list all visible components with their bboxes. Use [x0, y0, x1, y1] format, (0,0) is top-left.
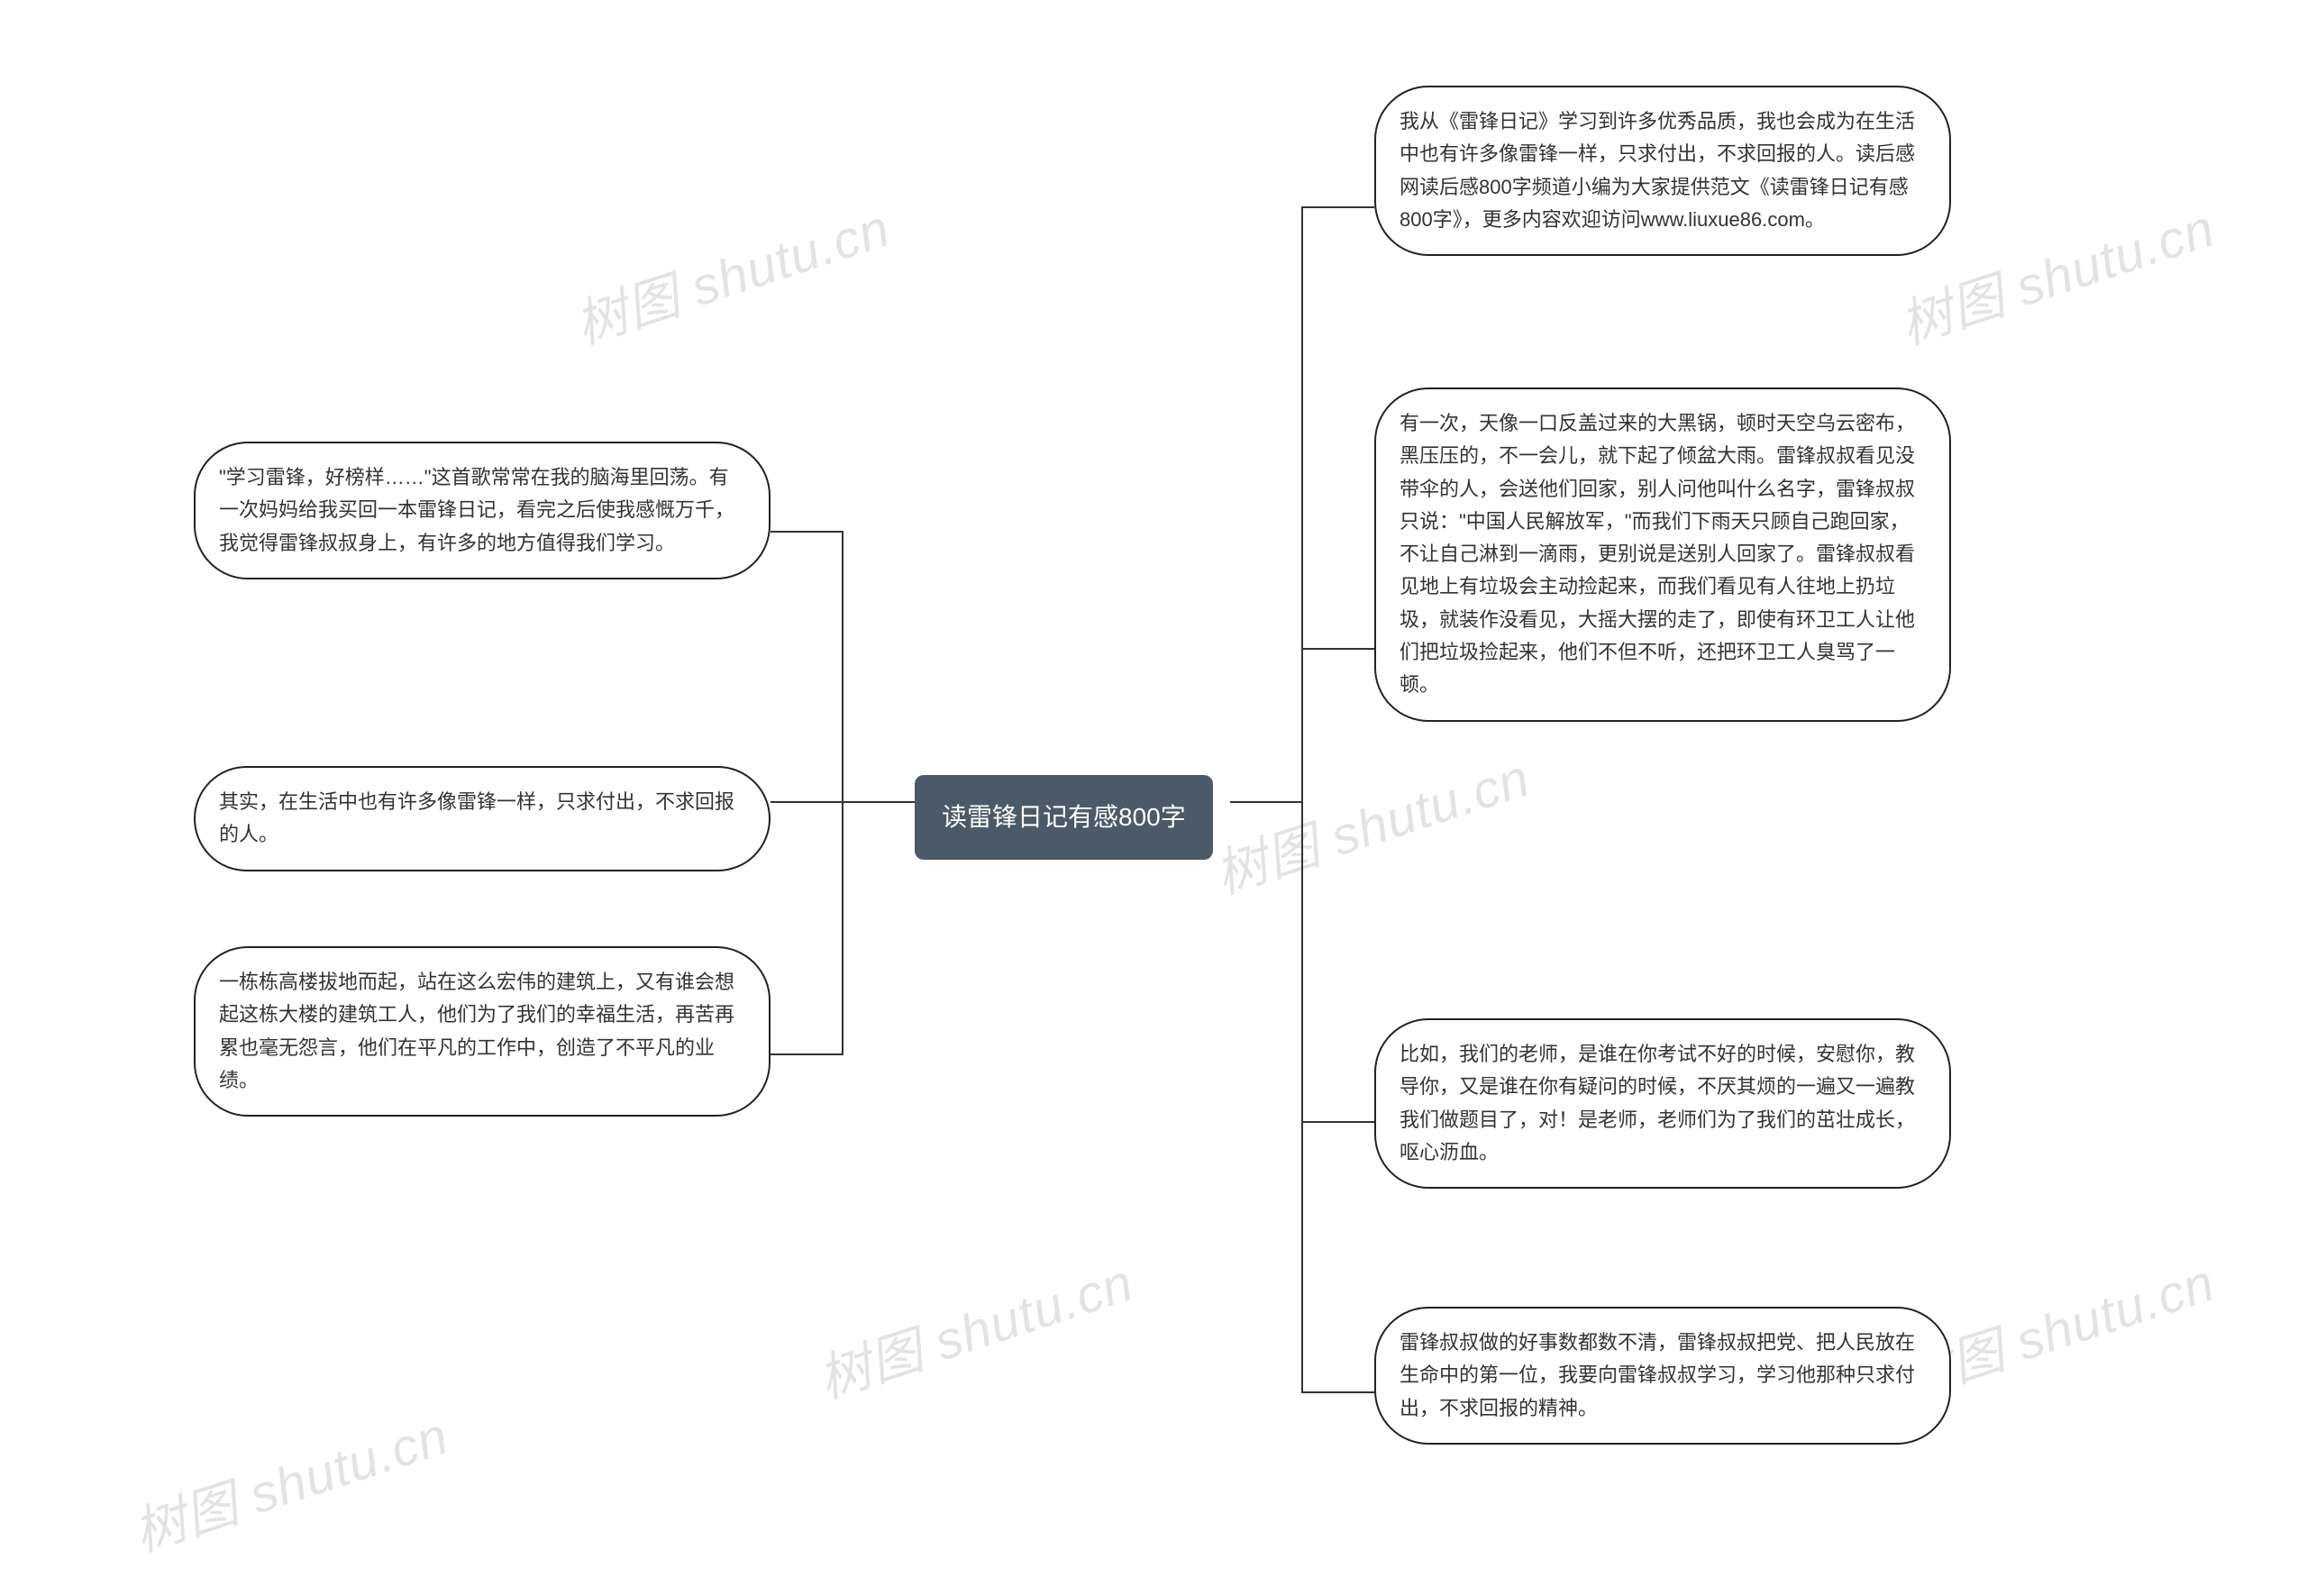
- center-node-text: 读雷锋日记有感800字: [942, 803, 1186, 831]
- right-node-4[interactable]: 雷锋叔叔做的好事数都数不清，雷锋叔叔把党、把人民放在生命中的第一位，我要向雷锋叔…: [1374, 1307, 1951, 1445]
- node-text: 比如，我们的老师，是谁在你考试不好的时候，安慰你，教导你，又是谁在你有疑问的时候…: [1400, 1043, 1915, 1163]
- right-node-2[interactable]: 有一次，天像一口反盖过来的大黑锅，顿时天空乌云密布，黑压压的，不一会儿，就下起了…: [1374, 388, 1951, 722]
- watermark: 树图 shutu.cn: [564, 186, 898, 359]
- right-node-1[interactable]: 我从《雷锋日记》学习到许多优秀品质，我也会成为在生活中也有许多像雷锋一样，只求付…: [1374, 86, 1951, 256]
- node-text: "学习雷锋，好榜样……"这首歌常常在我的脑海里回荡。有一次妈妈给我买回一本雷锋日…: [219, 466, 734, 554]
- watermark: 树图 shutu.cn: [807, 1240, 1142, 1413]
- watermark: 树图 shutu.cn: [1204, 735, 1538, 908]
- right-node-3[interactable]: 比如，我们的老师，是谁在你考试不好的时候，安慰你，教导你，又是谁在你有疑问的时候…: [1374, 1018, 1951, 1189]
- left-node-1[interactable]: "学习雷锋，好榜样……"这首歌常常在我的脑海里回荡。有一次妈妈给我买回一本雷锋日…: [194, 442, 771, 579]
- center-node[interactable]: 读雷锋日记有感800字: [915, 775, 1213, 860]
- watermark: 树图 shutu.cn: [123, 1393, 457, 1566]
- node-text: 其实，在生活中也有许多像雷锋一样，只求付出，不求回报的人。: [219, 790, 734, 845]
- node-text: 雷锋叔叔做的好事数都数不清，雷锋叔叔把党、把人民放在生命中的第一位，我要向雷锋叔…: [1400, 1331, 1915, 1419]
- node-text: 一栋栋高楼拔地而起，站在这么宏伟的建筑上，又有谁会想起这栋大楼的建筑工人，他们为…: [219, 971, 734, 1091]
- node-text: 有一次，天像一口反盖过来的大黑锅，顿时天空乌云密布，黑压压的，不一会儿，就下起了…: [1400, 412, 1915, 696]
- node-text: 我从《雷锋日记》学习到许多优秀品质，我也会成为在生活中也有许多像雷锋一样，只求付…: [1400, 110, 1915, 231]
- left-node-3[interactable]: 一栋栋高楼拔地而起，站在这么宏伟的建筑上，又有谁会想起这栋大楼的建筑工人，他们为…: [194, 946, 771, 1117]
- left-node-2[interactable]: 其实，在生活中也有许多像雷锋一样，只求付出，不求回报的人。: [194, 766, 771, 871]
